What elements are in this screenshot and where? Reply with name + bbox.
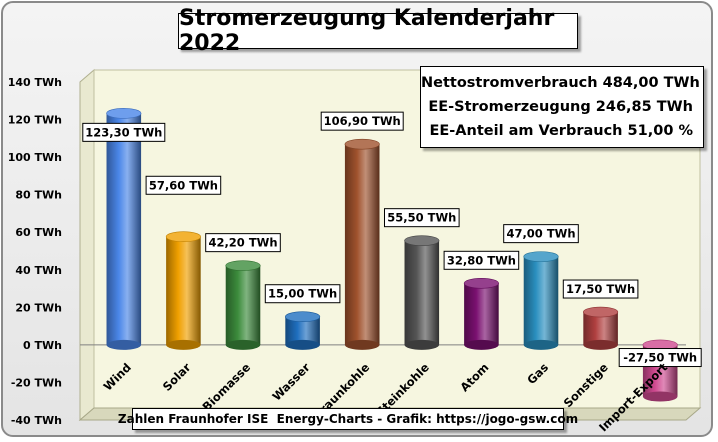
svg-text:57,60 TWh: 57,60 TWh: [149, 178, 218, 192]
bar-gas: [523, 251, 559, 350]
y-tick-label: 140 TWh: [8, 76, 62, 89]
value-label: 57,60 TWh: [145, 175, 222, 195]
bar-braunkohle: [344, 138, 380, 350]
source-note: Zahlen Fraunhofer ISE Energy-Charts - Gr…: [118, 408, 578, 430]
chart-title: Stromerzeugung Kalenderjahr 2022: [178, 6, 578, 56]
bar-wind: [106, 108, 142, 350]
stat-renewable-share: EE-Anteil am Verbrauch 51,00 %: [429, 123, 693, 139]
y-tick-label: 20 TWh: [15, 301, 62, 314]
y-tick-label: -40 TWh: [11, 414, 62, 427]
y-tick-label: 100 TWh: [8, 151, 62, 164]
svg-text:42,20 TWh: 42,20 TWh: [208, 236, 277, 250]
value-label: -27,50 TWh: [618, 348, 702, 368]
bar-biomasse: [225, 260, 261, 350]
svg-text:32,80 TWh: 32,80 TWh: [447, 253, 516, 267]
svg-text:17,50 TWh: 17,50 TWh: [566, 282, 635, 296]
svg-text:55,50 TWh: 55,50 TWh: [387, 211, 456, 225]
stat-renewable-generation: EE-Stromerzeugung 246,85 TWh: [428, 99, 693, 115]
svg-text:106,90 TWh: 106,90 TWh: [324, 114, 401, 128]
left-wall: [79, 68, 95, 422]
svg-text:123,30 TWh: 123,30 TWh: [85, 125, 162, 139]
svg-text:-27,50 TWh: -27,50 TWh: [623, 351, 697, 365]
value-label: 123,30 TWh: [82, 122, 166, 142]
stats-box: Nettostromverbrauch 484,00 TWh EE-Strome…: [420, 66, 704, 148]
y-tick-label: -20 TWh: [11, 376, 62, 389]
value-label: 106,90 TWh: [320, 111, 404, 131]
value-label: 55,50 TWh: [384, 208, 460, 228]
value-label: 15,00 TWh: [264, 284, 341, 304]
value-label: 32,80 TWh: [443, 250, 520, 270]
bar-solar: [165, 231, 201, 350]
stat-consumption: Nettostromverbrauch 484,00 TWh: [421, 75, 700, 91]
bar-steinkohle: [404, 235, 440, 350]
value-label: 17,50 TWh: [562, 279, 639, 299]
y-tick-label: 80 TWh: [15, 189, 62, 202]
y-tick-label: 40 TWh: [15, 264, 62, 277]
y-tick-label: 120 TWh: [8, 114, 62, 127]
svg-text:47,00 TWh: 47,00 TWh: [506, 227, 575, 241]
y-tick-label: 60 TWh: [15, 226, 62, 239]
bar-wasser: [285, 311, 321, 350]
bar-sonstige: [583, 306, 619, 350]
svg-text:15,00 TWh: 15,00 TWh: [268, 287, 337, 301]
y-tick-label: 0 TWh: [23, 339, 62, 352]
value-label: 47,00 TWh: [503, 224, 579, 244]
value-label: 42,20 TWh: [205, 233, 281, 253]
bar-atom: [463, 277, 499, 350]
